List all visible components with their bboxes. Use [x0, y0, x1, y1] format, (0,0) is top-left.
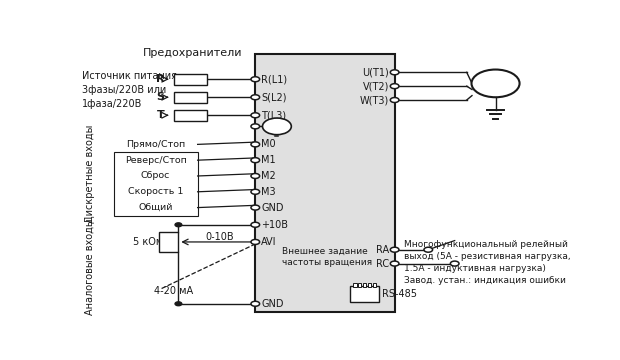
- Text: 0-10В: 0-10В: [205, 232, 234, 242]
- Text: M3: M3: [261, 187, 276, 197]
- Circle shape: [391, 261, 399, 266]
- Circle shape: [251, 124, 260, 129]
- Bar: [363, 283, 366, 287]
- Circle shape: [251, 174, 260, 179]
- Circle shape: [262, 118, 291, 135]
- Circle shape: [251, 205, 260, 210]
- Circle shape: [391, 247, 399, 252]
- Circle shape: [391, 84, 399, 89]
- Circle shape: [251, 142, 260, 147]
- Bar: [350, 286, 379, 302]
- Circle shape: [175, 302, 182, 306]
- Circle shape: [471, 69, 520, 97]
- Bar: [174, 92, 207, 103]
- Bar: [174, 74, 207, 85]
- Text: RS-485: RS-485: [382, 289, 417, 299]
- Text: Общий: Общий: [138, 203, 173, 212]
- Bar: [174, 110, 207, 121]
- Text: RC: RC: [376, 258, 389, 269]
- Text: Аналоговые входы: Аналоговые входы: [84, 218, 94, 315]
- Text: Сброс: Сброс: [141, 171, 171, 180]
- Circle shape: [175, 223, 182, 227]
- Text: S(L2): S(L2): [261, 92, 286, 102]
- Text: M1: M1: [261, 155, 276, 165]
- Text: GND: GND: [261, 299, 283, 309]
- Text: Прямо/Стоп: Прямо/Стоп: [126, 140, 185, 149]
- Text: S: S: [157, 92, 165, 102]
- Circle shape: [251, 95, 260, 100]
- Text: Источник питания
3фазы/220В или
1фаза/220В: Источник питания 3фазы/220В или 1фаза/22…: [82, 71, 177, 109]
- Text: Предохранители: Предохранители: [143, 48, 242, 58]
- Text: 5 кОм: 5 кОм: [133, 237, 163, 247]
- Text: M: M: [487, 75, 504, 93]
- Circle shape: [251, 239, 260, 244]
- Text: R(L1): R(L1): [261, 74, 287, 84]
- Circle shape: [251, 158, 260, 163]
- Text: Дискретные входы: Дискретные входы: [84, 124, 94, 223]
- Text: U(T1): U(T1): [362, 67, 389, 77]
- Bar: [159, 231, 179, 252]
- Text: T(L3): T(L3): [261, 110, 286, 120]
- Circle shape: [251, 113, 260, 118]
- Bar: [113, 152, 198, 216]
- Circle shape: [251, 189, 260, 194]
- Text: Внешнее задание
частоты вращения: Внешнее задание частоты вращения: [281, 247, 372, 267]
- Text: AVI: AVI: [261, 237, 277, 247]
- Text: GND: GND: [261, 203, 283, 212]
- Text: +10В: +10В: [261, 220, 288, 230]
- Circle shape: [251, 301, 260, 306]
- Text: T: T: [157, 110, 164, 120]
- Text: Многофункциональный релейный
выход (5А - резистивная нагрузка,
1.5А - индуктивна: Многофункциональный релейный выход (5А -…: [404, 240, 571, 285]
- Circle shape: [251, 222, 260, 227]
- Circle shape: [391, 98, 399, 103]
- Bar: [373, 283, 376, 287]
- Circle shape: [424, 247, 433, 252]
- Text: Реверс/Стоп: Реверс/Стоп: [125, 156, 187, 165]
- Text: Скорость 1: Скорость 1: [128, 187, 184, 196]
- Circle shape: [391, 70, 399, 75]
- Text: M2: M2: [261, 171, 276, 181]
- Text: 4-20 мА: 4-20 мА: [154, 286, 193, 296]
- Bar: [368, 283, 371, 287]
- Bar: [353, 283, 356, 287]
- Bar: [358, 283, 361, 287]
- Text: R: R: [156, 74, 165, 84]
- Text: RA: RA: [376, 245, 389, 255]
- Text: M0: M0: [261, 139, 276, 149]
- Bar: [255, 54, 394, 312]
- Circle shape: [251, 77, 260, 82]
- Text: W(T3): W(T3): [360, 95, 389, 105]
- Circle shape: [450, 261, 459, 266]
- Text: V(T2): V(T2): [363, 81, 389, 91]
